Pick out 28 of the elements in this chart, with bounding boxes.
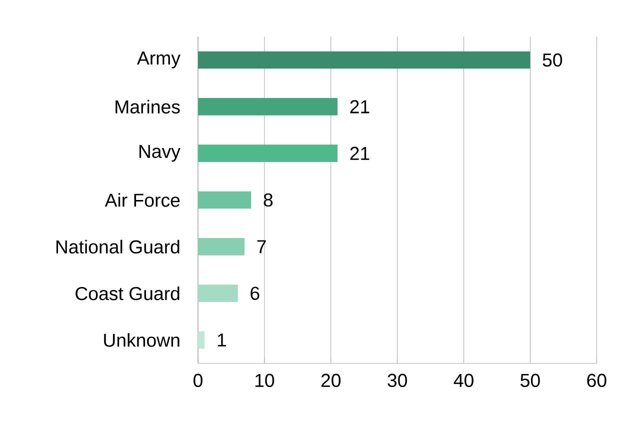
x-tick-label: 60 — [587, 374, 606, 388]
data-label: 6 — [250, 286, 260, 300]
bar — [198, 191, 252, 209]
x-tick-label: 40 — [454, 374, 474, 388]
data-label: 21 — [350, 146, 370, 160]
y-tick-label: Air Force — [104, 193, 180, 207]
data-label: 50 — [542, 53, 562, 67]
y-tick-label: Navy — [139, 144, 180, 162]
data-label: 1 — [218, 334, 226, 346]
data-label: 7 — [257, 240, 266, 254]
x-tick-label: 0 — [194, 374, 202, 388]
y-tick-label: Unknown — [104, 333, 180, 347]
bar — [198, 144, 338, 162]
y-tick-label: Army — [136, 52, 180, 68]
bar — [198, 331, 205, 349]
bar — [198, 284, 238, 302]
x-tick-label: 20 — [321, 374, 341, 388]
bar — [198, 98, 338, 116]
bar — [198, 238, 245, 256]
data-label: 8 — [264, 193, 273, 207]
y-tick-label: National Guard — [56, 240, 180, 254]
data-label: 21 — [350, 100, 370, 114]
x-tick-label: 10 — [255, 374, 274, 388]
bar — [198, 51, 530, 69]
y-tick-label: Marines — [116, 100, 180, 114]
y-tick-label: Coast Guard — [76, 286, 180, 300]
x-tick-label: 50 — [520, 374, 540, 388]
x-tick-label: 30 — [388, 374, 407, 388]
